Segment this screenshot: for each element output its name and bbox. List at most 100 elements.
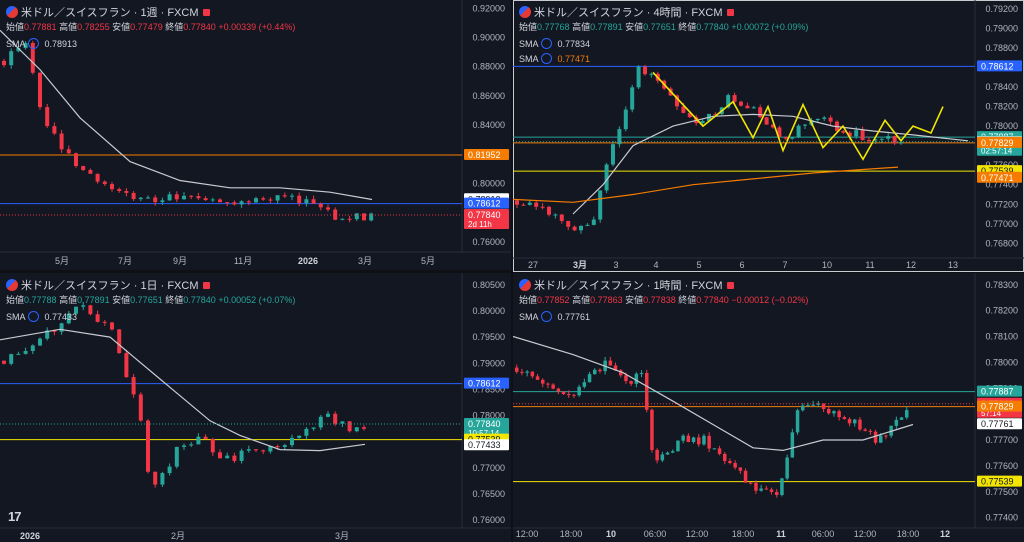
- sma-legend[interactable]: SMA 0.77834: [519, 38, 590, 49]
- chart-panel-daily[interactable]: 0.80500 0.80000 0.79500 0.79000 0.78500 0.780…: [0, 273, 511, 542]
- candle-body: [899, 417, 904, 420]
- candle-body: [860, 130, 865, 141]
- candle-body: [110, 322, 114, 330]
- sma2-label: SMA: [519, 54, 539, 64]
- candle-body: [803, 124, 807, 126]
- daily-chart[interactable]: 0.80500 0.80000 0.79500 0.79000 0.78500 0.780…: [0, 273, 511, 542]
- candle-body: [611, 144, 615, 165]
- low-value: 0.77838: [643, 295, 676, 305]
- open-label: 始値: [519, 22, 538, 32]
- indicator-visibility-icon[interactable]: [27, 38, 39, 49]
- four-hour-chart[interactable]: 0.792000.790000.788000.786000.784000.782…: [513, 0, 1024, 272]
- low-label: 安値: [112, 22, 131, 32]
- candle-body: [530, 371, 535, 377]
- y-tick-label: 0.84000: [472, 120, 505, 130]
- y-tick-label: 0.92000: [472, 3, 505, 13]
- candle-body: [88, 305, 93, 315]
- sma-legend[interactable]: SMA 0.78913: [6, 38, 77, 49]
- candle-body: [892, 136, 897, 144]
- open-value: 0.77852: [537, 295, 570, 305]
- candle-body: [556, 388, 561, 392]
- price-label-text: 0.77840: [468, 210, 501, 220]
- candle-body: [340, 421, 345, 424]
- candle-body: [795, 410, 800, 433]
- candle-body: [758, 107, 763, 118]
- price-label-box: [977, 418, 1022, 430]
- open-value: 0.77881: [24, 22, 57, 32]
- sma-legend[interactable]: SMA 0.77433: [6, 311, 77, 322]
- hourly-chart[interactable]: 0.783000.782000.781000.780000.779000.778…: [513, 273, 1024, 542]
- price-label-box: [977, 60, 1022, 72]
- drawn-zigzag-line: [652, 71, 944, 161]
- chart-panel-weekly[interactable]: 0.920000.900000.880000.860000.840000.820…: [0, 0, 511, 270]
- candle-body: [117, 189, 122, 192]
- indicator-visibility-icon[interactable]: [27, 311, 39, 322]
- price-label-text: 0.77829: [981, 402, 1014, 412]
- sma-label: SMA: [519, 39, 539, 49]
- candle-body: [2, 60, 6, 66]
- indicator-visibility-icon[interactable]: [540, 311, 552, 322]
- candle-body: [713, 113, 718, 115]
- y-tick-label: 0.78000: [985, 121, 1018, 131]
- price-countdown-text: 2d 11h: [468, 220, 492, 229]
- candle-body: [732, 95, 737, 102]
- weekly-chart[interactable]: 0.920000.900000.880000.860000.840000.820…: [0, 0, 511, 270]
- candle-body: [780, 478, 784, 495]
- candle-body: [117, 329, 122, 354]
- candle-body: [691, 437, 696, 443]
- candle-body: [728, 460, 732, 463]
- y-tick-label: 0.78100: [985, 332, 1018, 342]
- tradingview-logo[interactable]: 17: [8, 509, 22, 524]
- candle-body: [707, 435, 711, 449]
- close-label: 終値: [678, 295, 697, 305]
- x-tick-label: 06:00: [644, 529, 667, 539]
- currency-flag-icon: [519, 279, 531, 291]
- price-label-text: 0.81952: [468, 150, 501, 160]
- candle-body: [608, 360, 613, 366]
- chart-panel-4h[interactable]: 0.792000.790000.788000.786000.784000.782…: [513, 0, 1024, 272]
- price-label-box: [464, 197, 509, 209]
- x-tick-label: 3: [613, 260, 618, 270]
- candle-body: [515, 200, 519, 205]
- candle-body: [45, 107, 50, 127]
- candle-body: [2, 360, 6, 364]
- candle-body: [318, 416, 323, 428]
- indicator-visibility-icon[interactable]: [540, 53, 552, 64]
- candle-body: [38, 72, 42, 108]
- candle-body: [577, 386, 581, 396]
- candle-body: [16, 48, 21, 52]
- y-tick-label: 0.77700: [985, 435, 1018, 445]
- ohlc-legend: 始値0.77881 高値0.78255 安値0.77479 終値0.77840 …: [6, 20, 295, 33]
- sma-legend[interactable]: SMA 0.77761: [519, 311, 590, 322]
- sma-line: [0, 328, 366, 452]
- candle-body: [739, 101, 743, 106]
- chart-title: 米ドル／スイスフラン · 4時間 · FXCM: [534, 7, 723, 19]
- chart-header: 米ドル／スイスフラン · 1日 · FXCM: [6, 277, 210, 293]
- high-label: 高値: [572, 22, 591, 32]
- candle-body: [775, 491, 779, 495]
- open-label: 始値: [6, 295, 25, 305]
- sma2-legend[interactable]: SMA 0.77471: [519, 53, 590, 64]
- candle-body: [275, 195, 280, 201]
- candle-body: [816, 403, 821, 405]
- candle-body: [182, 445, 186, 447]
- candle-body: [311, 427, 316, 429]
- candle-body: [210, 199, 215, 201]
- indicator-visibility-icon[interactable]: [540, 38, 552, 49]
- candle-body: [572, 394, 576, 396]
- open-value: 0.77768: [537, 22, 570, 32]
- candle-body: [45, 330, 50, 339]
- candle-body: [886, 136, 891, 139]
- x-tick-label: 2月: [171, 531, 185, 541]
- x-tick-label: 3月: [335, 531, 349, 541]
- high-label: 高値: [59, 22, 78, 32]
- candle-body: [712, 448, 717, 450]
- price-label-box: [464, 208, 509, 229]
- chart-panel-hourly[interactable]: 0.783000.782000.781000.780000.779000.778…: [513, 273, 1024, 542]
- y-tick-label: 0.80500: [472, 280, 505, 290]
- candle-body: [521, 204, 526, 206]
- low-value: 0.77651: [130, 295, 163, 305]
- candle-body: [534, 202, 539, 207]
- close-value: 0.77840: [183, 295, 216, 305]
- candle-body: [354, 213, 359, 220]
